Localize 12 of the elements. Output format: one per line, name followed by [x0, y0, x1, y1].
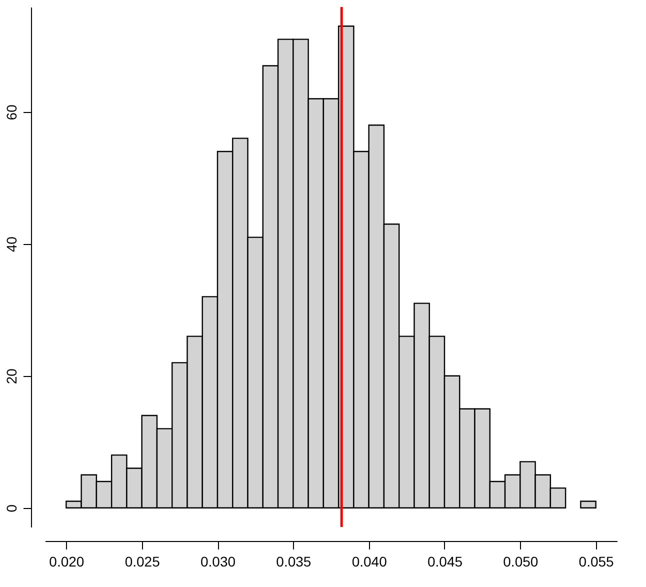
x-tick-label: 0.025	[124, 554, 160, 570]
x-tick-label: 0.030	[200, 554, 236, 570]
x-tick-label: 0.050	[503, 554, 538, 570]
y-tick-label: 20	[4, 368, 20, 384]
x-tick-label: 0.040	[352, 554, 388, 570]
y-tick-label: 40	[4, 236, 20, 252]
x-tick-label: 0.045	[427, 554, 463, 570]
x-tick-label: 0.020	[49, 554, 84, 570]
y-tick-label: 0	[4, 504, 20, 512]
y-tick-label: 60	[4, 104, 20, 120]
x-tick-label: 0.035	[276, 554, 312, 570]
x-tick-label: 0.055	[578, 554, 614, 570]
